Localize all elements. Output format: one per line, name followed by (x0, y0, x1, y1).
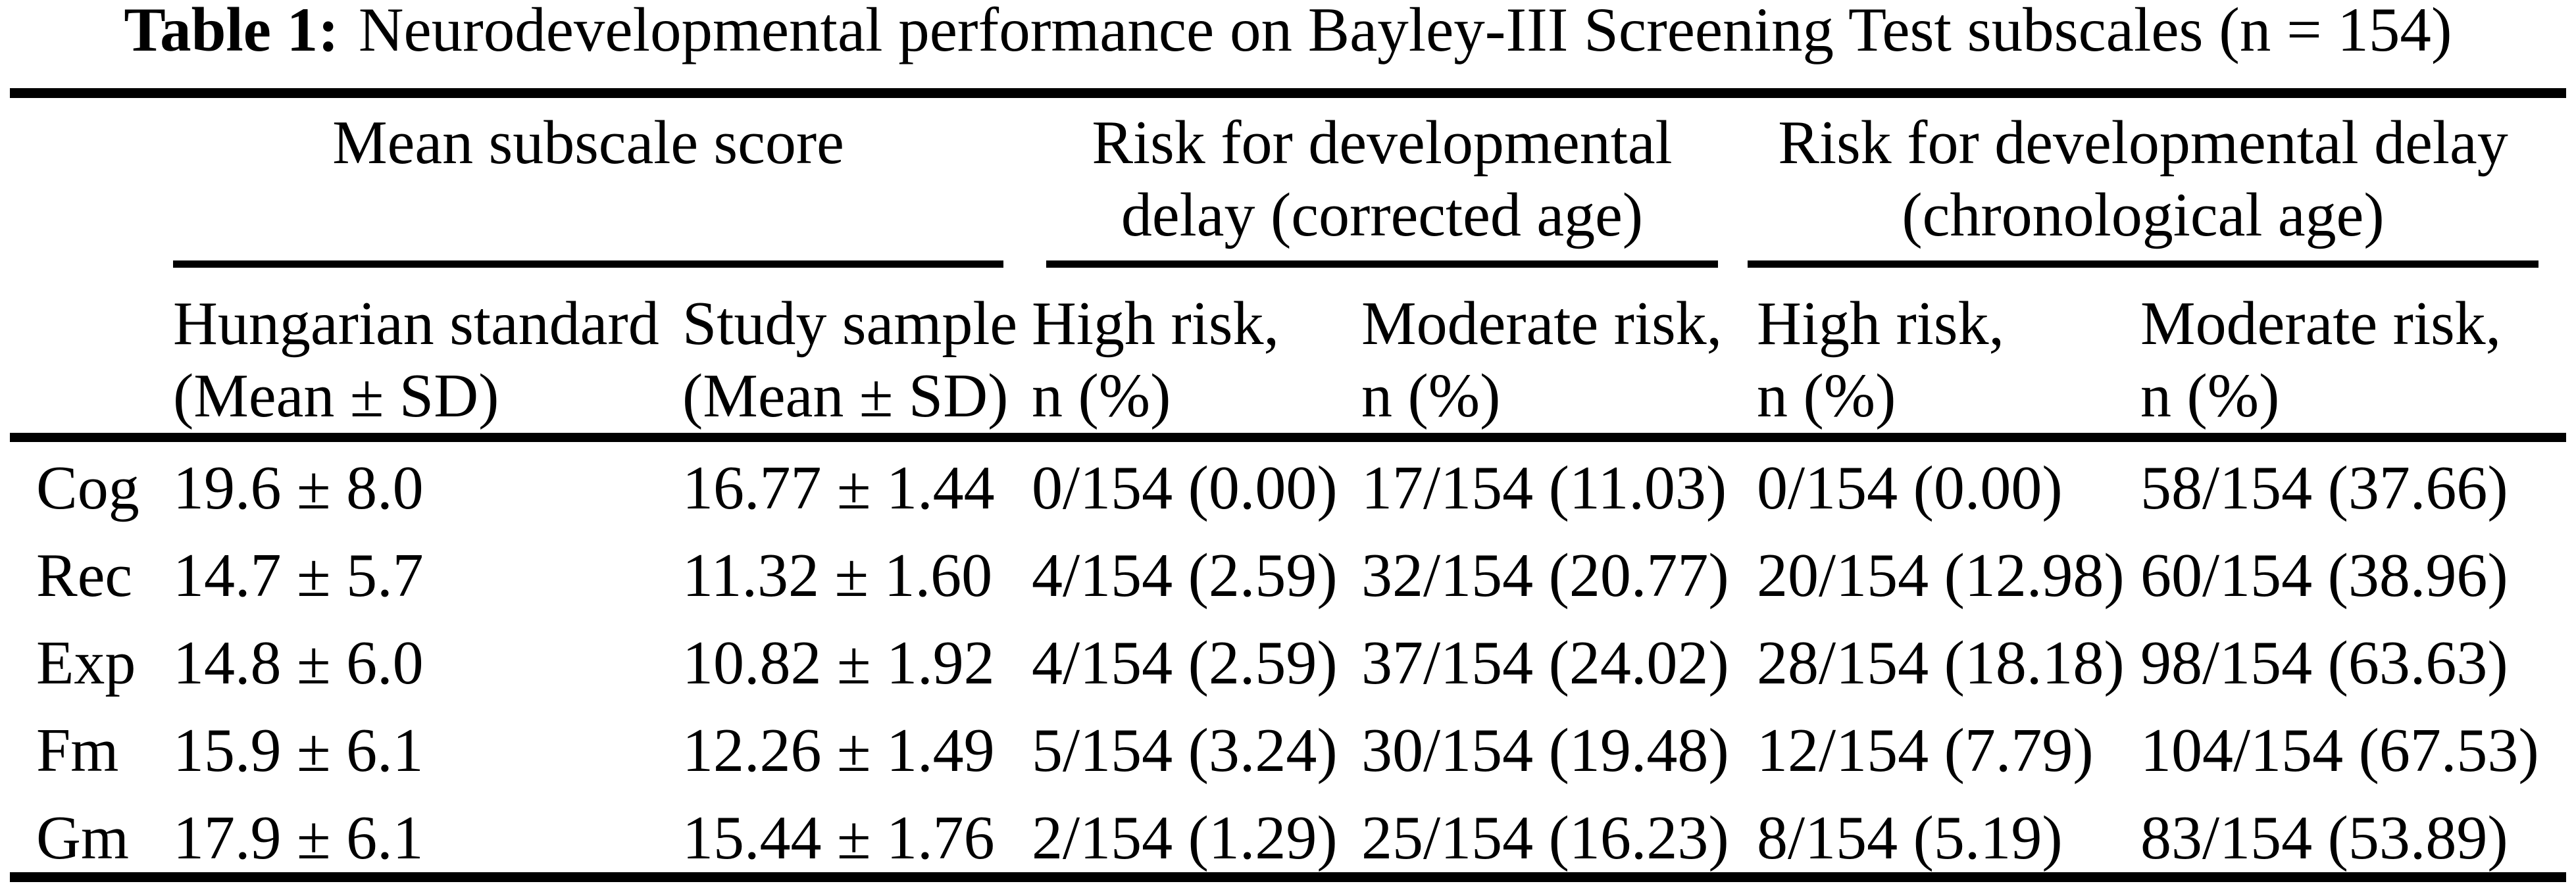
cell-fm-high-chronological: 12/154 (7.79) (1757, 716, 2094, 785)
column-header-line1: Moderate risk, (1361, 289, 1723, 358)
rule-top (10, 88, 2566, 98)
cell-rec-high-chronological: 20/154 (12.98) (1757, 541, 2125, 610)
rule-group-mean-subscale (173, 260, 1003, 268)
column-group-risk-corrected-age: Risk for developmental delay (corrected … (1046, 107, 1718, 251)
cell-cog-high-corrected: 0/154 (0.00) (1032, 454, 1338, 522)
group-label-line1: Mean subscale score (332, 109, 844, 177)
column-header-line1: Hungarian standard (173, 289, 659, 358)
column-header-line1: High risk, (1757, 289, 2004, 358)
row-label-exp: Exp (36, 629, 136, 697)
row-label-fm: Fm (36, 716, 119, 785)
column-header-hungarian-standard: Hungarian standard (Mean ± SD) (173, 287, 659, 432)
cell-gm-high-corrected: 2/154 (1.29) (1032, 804, 1338, 872)
cell-rec-high-corrected: 4/154 (2.59) (1032, 541, 1338, 610)
cell-cog-study: 16.77 ± 1.44 (682, 454, 995, 522)
cell-gm-hungarian: 17.9 ± 6.1 (173, 804, 424, 872)
cell-cog-moderate-corrected: 17/154 (11.03) (1361, 454, 1727, 522)
column-header-line2: n (%) (1361, 362, 1501, 430)
cell-gm-study: 15.44 ± 1.76 (682, 804, 995, 872)
cell-cog-moderate-chronological: 58/154 (37.66) (2140, 454, 2508, 522)
table-number: Table 1: (124, 0, 339, 64)
row-label-rec: Rec (36, 541, 133, 610)
cell-exp-hungarian: 14.8 ± 6.0 (173, 629, 424, 697)
cell-fm-moderate-corrected: 30/154 (19.48) (1361, 716, 1729, 785)
column-header-line1: Moderate risk, (2140, 289, 2502, 358)
cell-gm-moderate-corrected: 25/154 (16.23) (1361, 804, 1729, 872)
row-label-gm: Gm (36, 804, 129, 872)
cell-rec-moderate-chronological: 60/154 (38.96) (2140, 541, 2508, 610)
cell-gm-moderate-chronological: 83/154 (53.89) (2140, 804, 2508, 872)
column-header-line2: (Mean ± SD) (173, 362, 499, 430)
cell-rec-moderate-corrected: 32/154 (20.77) (1361, 541, 1729, 610)
rule-header-bottom (10, 433, 2566, 442)
table-title: Table 1: Neurodevelopmental performance o… (0, 0, 2576, 63)
column-group-mean-subscale-score: Mean subscale score (173, 107, 1003, 179)
cell-exp-study: 10.82 ± 1.92 (682, 629, 995, 697)
column-header-moderate-risk-chronological: Moderate risk, n (%) (2140, 287, 2501, 432)
column-group-risk-chronological-age: Risk for developmental delay (chronologi… (1748, 107, 2538, 251)
group-label-line1: Risk for developmental (1092, 109, 1673, 177)
group-label-line1: Risk for developmental delay (1778, 109, 2508, 177)
cell-cog-hungarian: 19.6 ± 8.0 (173, 454, 424, 522)
column-header-high-risk-chronological: High risk, n (%) (1757, 287, 2004, 432)
group-label-line2: (chronological age) (1902, 181, 2385, 249)
cell-cog-high-chronological: 0/154 (0.00) (1757, 454, 2063, 522)
column-header-line2: n (%) (2140, 362, 2280, 430)
cell-rec-hungarian: 14.7 ± 5.7 (173, 541, 424, 610)
cell-fm-moderate-chronological: 104/154 (67.53) (2140, 716, 2539, 785)
column-header-line1: Study sample (682, 289, 1018, 358)
cell-exp-high-corrected: 4/154 (2.59) (1032, 629, 1338, 697)
cell-exp-moderate-corrected: 37/154 (24.02) (1361, 629, 1729, 697)
rule-group-chronological (1748, 260, 2538, 268)
group-label-line2: delay (corrected age) (1121, 181, 1644, 249)
column-header-line2: n (%) (1032, 362, 1171, 430)
column-header-high-risk-corrected: High risk, n (%) (1032, 287, 1279, 432)
column-header-moderate-risk-corrected: Moderate risk, n (%) (1361, 287, 1722, 432)
table-caption: Neurodevelopmental performance on Bayley… (358, 0, 2452, 64)
column-header-line1: High risk, (1032, 289, 1279, 358)
column-header-line2: (Mean ± SD) (682, 362, 1009, 430)
cell-fm-study: 12.26 ± 1.49 (682, 716, 995, 785)
row-label-cog: Cog (36, 454, 139, 522)
cell-rec-study: 11.32 ± 1.60 (682, 541, 993, 610)
cell-fm-hungarian: 15.9 ± 6.1 (173, 716, 424, 785)
cell-exp-moderate-chronological: 98/154 (63.63) (2140, 629, 2508, 697)
rule-group-corrected (1046, 260, 1718, 268)
column-header-study-sample: Study sample (Mean ± SD) (682, 287, 1017, 432)
cell-fm-high-corrected: 5/154 (3.24) (1032, 716, 1338, 785)
cell-gm-high-chronological: 8/154 (5.19) (1757, 804, 2063, 872)
rule-bottom (10, 872, 2566, 882)
cell-exp-high-chronological: 28/154 (18.18) (1757, 629, 2125, 697)
column-header-line2: n (%) (1757, 362, 1896, 430)
